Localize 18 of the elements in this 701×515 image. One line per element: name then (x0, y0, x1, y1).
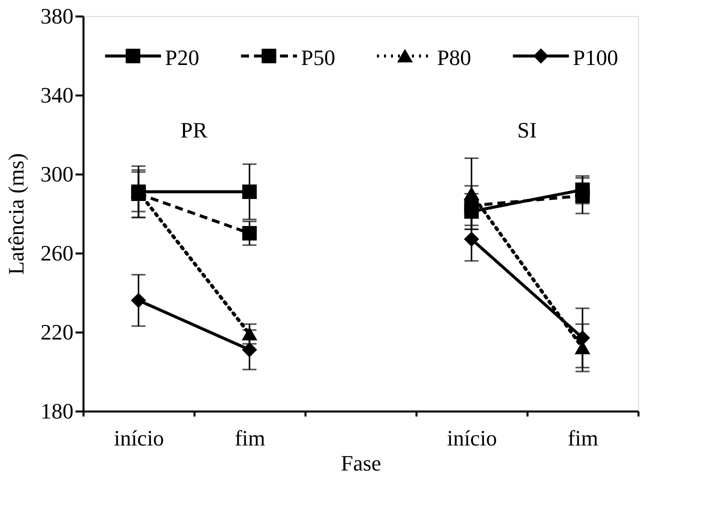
legend-label: P50 (300, 45, 336, 70)
y-tick-label: 340 (40, 82, 74, 108)
legend-label: P100 (572, 45, 618, 70)
legend-label: P80 (436, 45, 472, 70)
x-tick-label: fim (568, 426, 598, 450)
y-tick-label: 220 (40, 320, 74, 344)
y-tick-label: 180 (40, 398, 74, 424)
legend-label: P20 (165, 45, 200, 70)
y-axis-title: Latência (ms) (4, 153, 28, 275)
y-tick-label: 260 (40, 240, 74, 266)
annotation: PR (180, 118, 208, 143)
y-tick-label: 380 (40, 4, 74, 28)
y-tick-label: 300 (40, 162, 74, 186)
x-tick-label: início (446, 426, 498, 450)
annotation: SI (517, 118, 537, 143)
x-axis-title: Fase (340, 450, 382, 476)
x-tick-label: fim (234, 426, 266, 450)
x-tick-label: início (114, 426, 164, 450)
